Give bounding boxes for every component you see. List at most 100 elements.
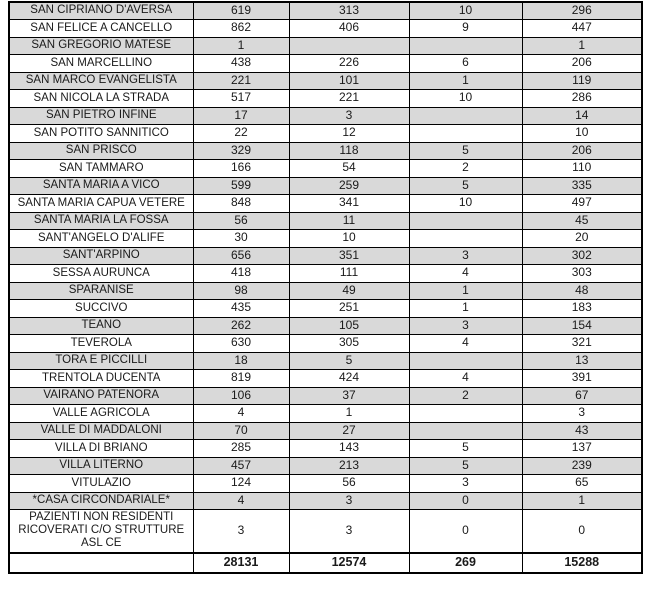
- asl-ce-municipality-table: SAN CIPRIANO D'AVERSA 619 313 10 296 SAN FELI…: [8, 1, 643, 574]
- value-cell: 599: [192, 176, 290, 195]
- value-cell: [408, 124, 523, 143]
- table-row: TRENTOLA DUCENTA 819 424 4 391: [8, 369, 643, 388]
- value-cell: 862: [192, 19, 290, 38]
- value-cell: 4: [192, 491, 290, 510]
- totals-value-cell: 269: [408, 551, 523, 574]
- value-cell: 1: [521, 491, 643, 510]
- value-cell: 154: [521, 316, 643, 335]
- value-cell: 3: [288, 491, 410, 510]
- table-row: SAN MARCELLINO 438 226 6 206: [8, 54, 643, 73]
- value-cell: 70: [192, 421, 290, 440]
- table-row: VITULAZIO 124 56 3 65: [8, 474, 643, 493]
- table-row: TEANO 262 105 3 154: [8, 316, 643, 335]
- value-cell: 56: [192, 211, 290, 230]
- table-row: SAN PRISCO 329 118 5 206: [8, 141, 643, 160]
- value-cell: 49: [288, 281, 410, 300]
- totals-row: 28131 12574 269 15288: [8, 551, 643, 574]
- value-cell: 105: [288, 316, 410, 335]
- value-cell: 1: [408, 71, 523, 90]
- value-cell: 137: [521, 439, 643, 458]
- table-row: SANTA MARIA LA FOSSA 56 11 45: [8, 211, 643, 230]
- municipality-name-cell: SAN PIETRO INFINE: [8, 106, 194, 125]
- municipality-name-cell: SAN MARCO EVANGELISTA: [8, 71, 194, 90]
- value-cell: 10: [521, 124, 643, 143]
- value-cell: 20: [521, 229, 643, 248]
- value-cell: 9: [408, 19, 523, 38]
- value-cell: 2: [408, 159, 523, 178]
- municipality-name-cell: TORA E PICCILLI: [8, 351, 194, 370]
- municipality-name-cell: SESSA AURUNCA: [8, 264, 194, 283]
- value-cell: 111: [288, 264, 410, 283]
- value-cell: 143: [288, 439, 410, 458]
- totals-value-cell: 15288: [521, 551, 643, 574]
- table-row: VAIRANO PATENORA 106 37 2 67: [8, 386, 643, 405]
- value-cell: 98: [192, 281, 290, 300]
- municipality-name-cell: SAN FELICE A CANCELLO: [8, 19, 194, 38]
- value-cell: 1: [521, 36, 643, 55]
- value-cell: 341: [288, 194, 410, 213]
- value-cell: 183: [521, 299, 643, 318]
- table-row: *CASA CIRCONDARIALE* 4 3 0 1: [8, 491, 643, 510]
- value-cell: 13: [521, 351, 643, 370]
- value-cell: 4: [192, 404, 290, 423]
- value-cell: 4: [408, 334, 523, 353]
- value-cell: 119: [521, 71, 643, 90]
- value-cell: 1: [408, 281, 523, 300]
- value-cell: 1: [408, 299, 523, 318]
- value-cell: 4: [408, 264, 523, 283]
- value-cell: 3: [521, 404, 643, 423]
- municipality-name-cell: PAZIENTI NON RESIDENTI RICOVERATI C/O ST…: [8, 508, 194, 554]
- table-row: SUCCIVO 435 251 1 183: [8, 299, 643, 318]
- municipality-name-cell: VAIRANO PATENORA: [8, 386, 194, 405]
- municipality-name-cell: SAN PRISCO: [8, 141, 194, 160]
- value-cell: 262: [192, 316, 290, 335]
- value-cell: 5: [408, 439, 523, 458]
- table-row: SAN TAMMARO 166 54 2 110: [8, 159, 643, 178]
- municipality-name-cell: SAN NICOLA LA STRADA: [8, 89, 194, 108]
- value-cell: 303: [521, 264, 643, 283]
- totals-value-cell: 28131: [192, 551, 290, 574]
- value-cell: 3: [408, 246, 523, 265]
- value-cell: 106: [192, 386, 290, 405]
- municipality-name-cell: TEANO: [8, 316, 194, 335]
- table-row: SAN POTITO SANNITICO 22 12 10: [8, 124, 643, 143]
- value-cell: 285: [192, 439, 290, 458]
- value-cell: 56: [288, 474, 410, 493]
- value-cell: 124: [192, 474, 290, 493]
- table-row: VALLE DI MADDALONI 70 27 43: [8, 421, 643, 440]
- municipality-name-cell: SAN MARCELLINO: [8, 54, 194, 73]
- municipality-name-cell: *CASA CIRCONDARIALE*: [8, 491, 194, 510]
- table-row: SANT'ANGELO D'ALIFE 30 10 20: [8, 229, 643, 248]
- municipality-name-cell: TRENTOLA DUCENTA: [8, 369, 194, 388]
- table-row: SAN CIPRIANO D'AVERSA 619 313 10 296: [8, 1, 643, 20]
- value-cell: 30: [192, 229, 290, 248]
- value-cell: 3: [408, 474, 523, 493]
- value-cell: 213: [288, 456, 410, 475]
- municipality-name-cell: SAN CIPRIANO D'AVERSA: [8, 1, 194, 20]
- table-row: SAN GREGORIO MATESE 1 1: [8, 36, 643, 55]
- value-cell: 10: [408, 1, 523, 20]
- value-cell: 14: [521, 106, 643, 125]
- municipality-name-cell: VITULAZIO: [8, 474, 194, 493]
- table-row: SANTA MARIA CAPUA VETERE 848 341 10 497: [8, 194, 643, 213]
- value-cell: 3: [288, 508, 410, 554]
- municipality-name-cell: SANTA MARIA CAPUA VETERE: [8, 194, 194, 213]
- value-cell: 321: [521, 334, 643, 353]
- value-cell: 656: [192, 246, 290, 265]
- municipality-name-cell: SUCCIVO: [8, 299, 194, 318]
- value-cell: [408, 211, 523, 230]
- value-cell: 351: [288, 246, 410, 265]
- value-cell: 12: [288, 124, 410, 143]
- value-cell: 438: [192, 54, 290, 73]
- municipality-name-cell: SPARANISE: [8, 281, 194, 300]
- table-row: PAZIENTI NON RESIDENTI RICOVERATI C/O ST…: [8, 508, 643, 554]
- value-cell: 418: [192, 264, 290, 283]
- value-cell: 110: [521, 159, 643, 178]
- table-row: VILLA LITERNO 457 213 5 239: [8, 456, 643, 475]
- value-cell: 5: [288, 351, 410, 370]
- municipality-name-cell: SANT'ANGELO D'ALIFE: [8, 229, 194, 248]
- value-cell: 221: [192, 71, 290, 90]
- value-cell: 406: [288, 19, 410, 38]
- value-cell: [288, 36, 410, 55]
